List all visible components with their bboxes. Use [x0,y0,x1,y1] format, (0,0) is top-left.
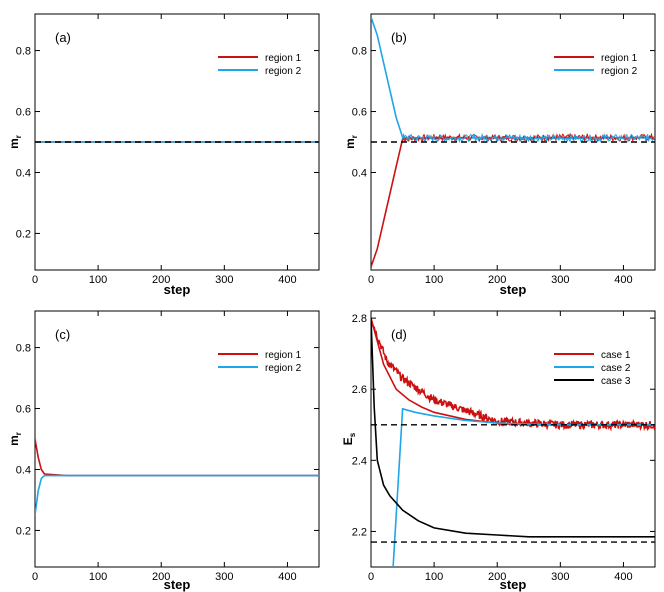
panel-d-ylabel-sub: s [348,432,357,437]
panel-c-plot-area [35,438,319,516]
panel-c-xlabel: step [164,577,191,592]
panel-c-label: (c) [55,327,70,342]
panel-d-xtick-label: 400 [614,571,632,583]
panel-a-xtick-label: 100 [89,274,107,286]
panel-d-ylabel-main: E [341,437,355,445]
panel-b-plot-area [371,16,655,268]
panel-d-plot-area [371,317,655,567]
panel-b-ylabel-main: m [343,138,357,149]
panel-c-ytick-label: 0.2 [16,525,31,537]
panel-c-xtick-label: 400 [278,571,296,583]
panel-b-legend-label: region 2 [601,66,638,77]
panel-b-legend-label: region 1 [601,53,638,64]
panel-d-legend: case 1 case 2 case 3 [554,350,631,387]
panel-c-ytick-label: 0.8 [16,343,31,355]
panel-a-ylabel: mr [7,135,23,149]
panel-d-label: (d) [391,327,407,342]
panel-d-xlabel: step [500,577,527,592]
panel-a-legend-label: region 2 [265,66,302,77]
panel-b-ylabel-sub: r [350,135,359,138]
panel-d-legend-label: case 1 [601,350,631,361]
panel-b-xtick-label: 400 [614,274,632,286]
panel-d-ytick-label: 2.2 [352,526,367,538]
panel-c-ytick-label: 0.6 [16,404,31,416]
panel-b-legend: region 1 region 2 [554,53,638,77]
panel-a-ylabel-main: m [7,138,21,149]
panel-c-ylabel: mr [7,432,23,446]
panel-c-xtick-label: 200 [152,571,170,583]
panel-a-ytick-label: 0.8 [16,46,31,58]
panel-b-xtick-label: 0 [368,274,374,286]
panel-b-xtick-label: 200 [488,274,506,286]
panel-b-series-line-1 [371,136,655,268]
panel-d-xtick-label: 100 [425,571,443,583]
panel-b-label: (b) [391,30,407,45]
panel-a-legend-label: region 1 [265,53,302,64]
panel-d-xtick-label: 300 [551,571,569,583]
panel-b-xtick-label: 100 [425,274,443,286]
panel-c-ytick-label: 0.4 [16,464,31,476]
panel-a-ytick-label: 0.4 [16,167,31,179]
panel-c: (c) mr step 0 100 200 300 400 0.2 0.4 0.6 0.8 reg… [7,310,320,592]
panel-a-xtick-label: 0 [32,274,38,286]
panel-a-label: (a) [55,30,71,45]
panel-c-series-line-2 [35,474,319,516]
panel-b-xtick-label: 300 [551,274,569,286]
panel-d-series-line-4 [371,318,655,538]
panel-b-noise-region2 [402,132,655,144]
panel-b-ytick-label: 0.8 [352,46,367,58]
panel-a-xtick-label: 200 [152,274,170,286]
panel-a-xtick-label: 400 [278,274,296,286]
panel-a-xlabel: step [164,282,191,297]
panel-b-xlabel: step [500,282,527,297]
panel-c-legend-label: region 2 [265,363,302,374]
panel-d-frame [370,310,656,568]
panel-b-ytick-label: 0.6 [352,107,367,119]
panel-a-xtick-label: 300 [215,274,233,286]
panel-c-xtick-label: 100 [89,571,107,583]
panel-c-ylabel-sub: r [14,432,23,435]
panel-d-ylabel: Es [341,432,357,445]
panel-c-series-line-1 [35,438,319,477]
panel-c-legend: region 1 region 2 [218,350,302,374]
panel-d-legend-label: case 3 [601,376,631,387]
panel-d: (d) Es step 0 100 200 300 400 2.2 2.4 2.6 2.8 cas… [341,310,656,592]
panel-c-xtick-label: 300 [215,571,233,583]
panel-a-legend: region 1 region 2 [218,53,302,77]
panel-a-ylabel-sub: r [14,135,23,138]
panel-d-ytick-label: 2.4 [352,455,367,467]
panel-b: (b) mr step 0 100 200 300 400 0.4 0.6 0.8 region… [343,13,656,297]
panel-d-legend-label: case 2 [601,363,631,374]
panel-c-ylabel-main: m [7,435,21,446]
panel-c-xtick-label: 0 [32,571,38,583]
panel-d-series-line-3 [392,407,655,567]
panel-a-ytick-label: 0.2 [16,228,31,240]
panel-c-legend-label: region 1 [265,350,302,361]
panel-d-xtick-label: 0 [368,571,374,583]
panel-a: (a) mr step 0 100 200 300 400 0.2 0.4 0.6 0.8 reg… [7,13,320,297]
panel-a-ytick-label: 0.6 [16,107,31,119]
panel-d-ytick-label: 2.8 [352,313,367,325]
panel-b-ylabel: mr [343,135,359,149]
panel-b-ytick-label: 0.4 [352,167,367,179]
panel-b-series-line-2 [371,16,655,140]
panel-d-ytick-label: 2.6 [352,384,367,396]
panel-d-xtick-label: 200 [488,571,506,583]
